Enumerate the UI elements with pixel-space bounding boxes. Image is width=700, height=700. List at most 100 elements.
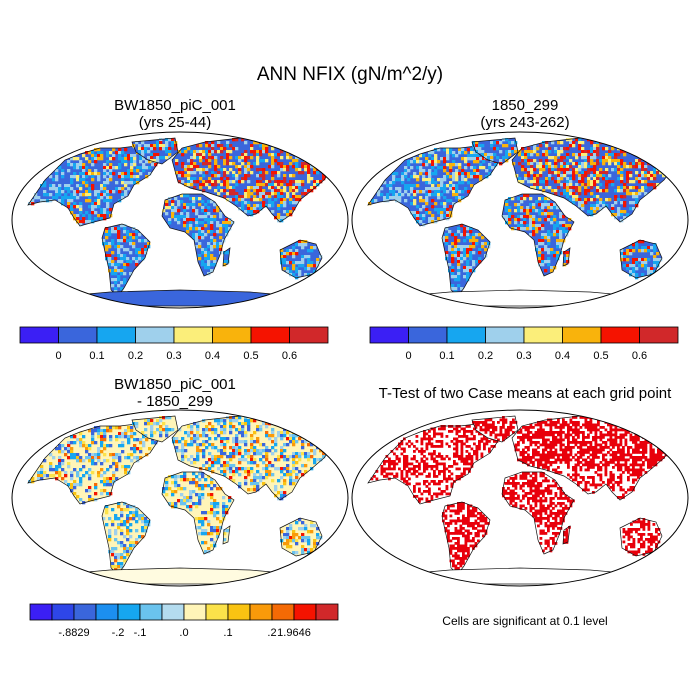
grid-cell <box>94 169 98 173</box>
grid-cell <box>454 242 458 246</box>
grid-cell <box>244 416 248 420</box>
grid-cell <box>590 213 594 217</box>
grid-cell <box>127 172 131 176</box>
grid-cell <box>229 428 233 432</box>
grid-cell <box>310 443 314 447</box>
grid-cell <box>232 449 236 453</box>
grid-cell <box>602 159 606 163</box>
grid-cell <box>451 257 455 261</box>
grid-cell <box>474 542 478 545</box>
grid-cell <box>247 467 251 471</box>
grid-cell <box>100 196 104 200</box>
grid-cell <box>523 227 527 231</box>
grid-cell <box>457 549 460 553</box>
grid-cell <box>316 180 320 184</box>
grid-cell <box>123 508 127 512</box>
grid-cell <box>478 150 482 154</box>
grid-cell <box>538 257 542 261</box>
grid-cell <box>79 178 83 182</box>
grid-cell <box>632 180 636 184</box>
grid-cell <box>596 141 600 145</box>
grid-cell <box>174 475 178 479</box>
grid-cell <box>449 552 453 555</box>
grid-cell <box>517 497 520 500</box>
grid-cell <box>168 147 172 151</box>
grid-cell <box>505 203 509 207</box>
grid-cell <box>428 437 431 441</box>
grid-cell <box>602 174 606 178</box>
grid-cell <box>403 455 406 458</box>
grid-cell <box>205 180 209 184</box>
grid-cell <box>292 530 296 534</box>
grid-cell <box>88 444 92 448</box>
grid-cell <box>433 457 436 461</box>
grid-cell <box>665 162 669 166</box>
grid-cell <box>461 178 465 182</box>
grid-cell <box>405 462 409 466</box>
grid-cell <box>521 153 525 157</box>
grid-cell <box>205 461 209 465</box>
grid-cell <box>425 497 429 501</box>
grid-cell <box>40 465 44 469</box>
grid-cell <box>553 254 557 258</box>
grid-cell <box>247 201 251 205</box>
grid-cell <box>389 181 393 185</box>
grid-cell <box>130 166 134 170</box>
grid-cell <box>514 218 518 222</box>
grid-cell <box>184 168 188 172</box>
grid-cell <box>40 199 44 203</box>
grid-cell <box>476 169 480 173</box>
grid-cell <box>457 509 460 513</box>
grid-cell <box>526 227 530 231</box>
grid-cell <box>554 192 558 196</box>
grid-cell <box>641 189 645 193</box>
grid-cell <box>629 141 633 145</box>
grid-cell <box>512 497 515 500</box>
grid-cell <box>295 452 299 456</box>
grid-cell <box>632 261 636 265</box>
grid-cell <box>623 141 627 145</box>
grid-cell <box>307 548 311 552</box>
grid-cell <box>177 200 181 204</box>
grid-cell <box>196 434 200 438</box>
grid-cell <box>413 465 416 468</box>
grid-cell <box>268 195 272 199</box>
grid-cell <box>398 460 401 463</box>
grid-cell <box>79 184 83 188</box>
grid-cell <box>549 502 553 505</box>
grid-cell <box>43 474 47 478</box>
grid-cell <box>502 138 506 142</box>
grid-cell <box>208 422 212 426</box>
grid-cell <box>440 442 444 446</box>
grid-cell <box>440 181 444 185</box>
grid-cell <box>423 480 426 483</box>
grid-cell <box>259 180 263 184</box>
grid-cell <box>189 508 193 512</box>
grid-cell <box>544 197 548 201</box>
grid-cell <box>235 434 239 438</box>
grid-cell <box>73 163 77 167</box>
grid-cell <box>388 457 391 461</box>
grid-cell <box>76 175 80 179</box>
grid-cell <box>482 166 486 170</box>
grid-cell <box>183 499 187 503</box>
grid-cell <box>428 220 432 224</box>
grid-cell <box>544 477 548 480</box>
grid-cell <box>277 434 281 438</box>
grid-cell <box>596 150 600 154</box>
grid-cell <box>76 483 80 487</box>
grid-cell <box>286 261 290 265</box>
grid-cell <box>423 432 426 436</box>
grid-cell <box>539 174 543 178</box>
grid-cell <box>425 500 429 503</box>
grid-cell <box>171 206 175 210</box>
grid-cell <box>213 218 217 222</box>
grid-cell <box>542 489 545 493</box>
grid-cell <box>533 174 537 178</box>
grid-cell <box>232 162 236 166</box>
grid-cell <box>520 197 524 201</box>
grid-cell <box>190 440 194 444</box>
grid-cell <box>88 459 92 463</box>
grid-cell <box>117 239 121 243</box>
grid-cell <box>280 198 284 202</box>
